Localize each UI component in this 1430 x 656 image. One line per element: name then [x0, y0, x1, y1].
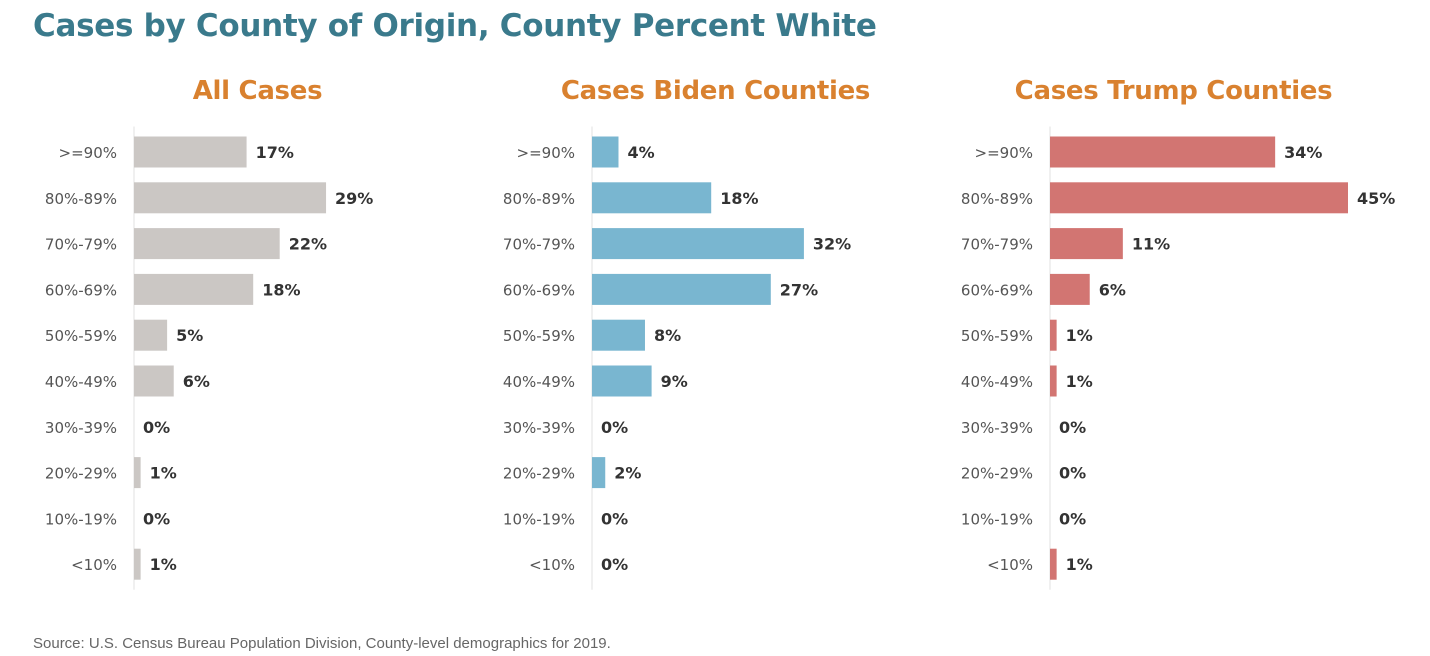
value-label: 17% [256, 143, 294, 162]
category-label: 40%-49% [503, 373, 575, 391]
value-label: 4% [627, 143, 654, 162]
value-label: 0% [1059, 509, 1086, 528]
value-label: 6% [1099, 280, 1126, 299]
bar-chart-biden-counties: >=90% 4% 80%-89% 18% 70%-79% 32% 60%-69% 27% 50%… [503, 126, 851, 590]
category-label: 60%-69% [503, 281, 575, 299]
bar-all-cases [134, 182, 327, 214]
value-label: 0% [601, 418, 628, 437]
bar-trump-counties [1050, 548, 1057, 580]
value-label: 1% [1066, 555, 1093, 574]
category-label: 70%-79% [503, 236, 575, 254]
category-label: <10% [71, 556, 117, 574]
category-label: >=90% [59, 144, 117, 162]
value-label: 5% [176, 326, 203, 345]
value-label: 1% [1066, 372, 1093, 391]
bar-biden-counties [592, 319, 645, 351]
category-label: 50%-59% [45, 327, 117, 345]
source-note: Source: U.S. Census Bureau Population Di… [33, 635, 611, 652]
value-label: 34% [1284, 143, 1322, 162]
category-label: <10% [529, 556, 575, 574]
bar-trump-counties [1050, 228, 1123, 260]
value-label: 0% [1059, 464, 1086, 483]
bar-trump-counties [1050, 319, 1057, 351]
bar-biden-counties [592, 365, 652, 397]
value-label: 32% [813, 235, 851, 254]
chart-title: Cases by County of Origin, County Percen… [33, 8, 877, 44]
category-label: 20%-29% [961, 465, 1033, 483]
category-label: 80%-89% [961, 190, 1033, 208]
category-label: 20%-29% [45, 465, 117, 483]
category-label: 10%-19% [961, 510, 1033, 528]
bar-trump-counties [1050, 182, 1348, 214]
bar-biden-counties [592, 273, 771, 305]
category-label: 30%-39% [45, 419, 117, 437]
value-label: 1% [150, 555, 177, 574]
category-label: 40%-49% [45, 373, 117, 391]
category-label: 80%-89% [45, 190, 117, 208]
value-label: 0% [601, 555, 628, 574]
bar-biden-counties [592, 182, 712, 214]
bar-chart-all-cases: >=90% 17% 80%-89% 29% 70%-79% 22% 60%-69% 18% 50… [45, 126, 373, 590]
bar-biden-counties [592, 228, 804, 260]
category-label: 10%-19% [45, 510, 117, 528]
value-label: 0% [1059, 418, 1086, 437]
category-label: 50%-59% [503, 327, 575, 345]
category-label: 70%-79% [45, 236, 117, 254]
value-label: 0% [143, 418, 170, 437]
bar-biden-counties [592, 136, 619, 168]
bar-all-cases [134, 365, 174, 397]
category-label: 30%-39% [961, 419, 1033, 437]
panel-all-cases: All Cases >=90% 17% 80%-89% 29% 70%-79% 22% 60… [0, 70, 515, 600]
value-label: 2% [614, 464, 641, 483]
value-label: 29% [335, 189, 373, 208]
bar-all-cases [134, 319, 168, 351]
bar-biden-counties [592, 457, 606, 489]
value-label: 1% [150, 464, 177, 483]
panel-title-all-cases: All Cases [192, 76, 323, 106]
category-label: 80%-89% [503, 190, 575, 208]
bar-trump-counties [1050, 136, 1276, 168]
category-label: 60%-69% [45, 281, 117, 299]
category-label: 40%-49% [961, 373, 1033, 391]
value-label: 0% [143, 509, 170, 528]
bar-all-cases [134, 228, 280, 260]
value-label: 8% [654, 326, 681, 345]
value-label: 9% [661, 372, 688, 391]
value-label: 27% [780, 280, 818, 299]
bar-all-cases [134, 273, 254, 305]
category-label: >=90% [517, 144, 575, 162]
category-label: 60%-69% [961, 281, 1033, 299]
bar-all-cases [134, 136, 247, 168]
value-label: 1% [1066, 326, 1093, 345]
category-label: 10%-19% [503, 510, 575, 528]
bar-trump-counties [1050, 365, 1057, 397]
category-label: >=90% [975, 144, 1033, 162]
value-label: 6% [183, 372, 210, 391]
value-label: 22% [289, 235, 327, 254]
category-label: 20%-29% [503, 465, 575, 483]
bar-all-cases [134, 548, 141, 580]
value-label: 18% [720, 189, 758, 208]
panel-title-trump-counties: Cases Trump Counties [1014, 76, 1333, 106]
panel-trump-counties: Cases Trump Counties >=90% 34% 80%-89% 45% 7… [916, 70, 1430, 600]
panel-biden-counties: Cases Biden Counties >=90% 4% 80%-89% 18% 70… [458, 70, 973, 600]
value-label: 11% [1132, 235, 1170, 254]
value-label: 0% [601, 509, 628, 528]
value-label: 45% [1357, 189, 1395, 208]
value-label: 18% [262, 280, 300, 299]
category-label: 50%-59% [961, 327, 1033, 345]
category-label: 30%-39% [503, 419, 575, 437]
bar-trump-counties [1050, 273, 1090, 305]
bar-chart-trump-counties: >=90% 34% 80%-89% 45% 70%-79% 11% 60%-69% 6% 50%… [961, 126, 1395, 590]
panel-title-biden-counties: Cases Biden Counties [560, 76, 871, 106]
category-label: 70%-79% [961, 236, 1033, 254]
category-label: <10% [987, 556, 1033, 574]
bar-all-cases [134, 457, 141, 489]
